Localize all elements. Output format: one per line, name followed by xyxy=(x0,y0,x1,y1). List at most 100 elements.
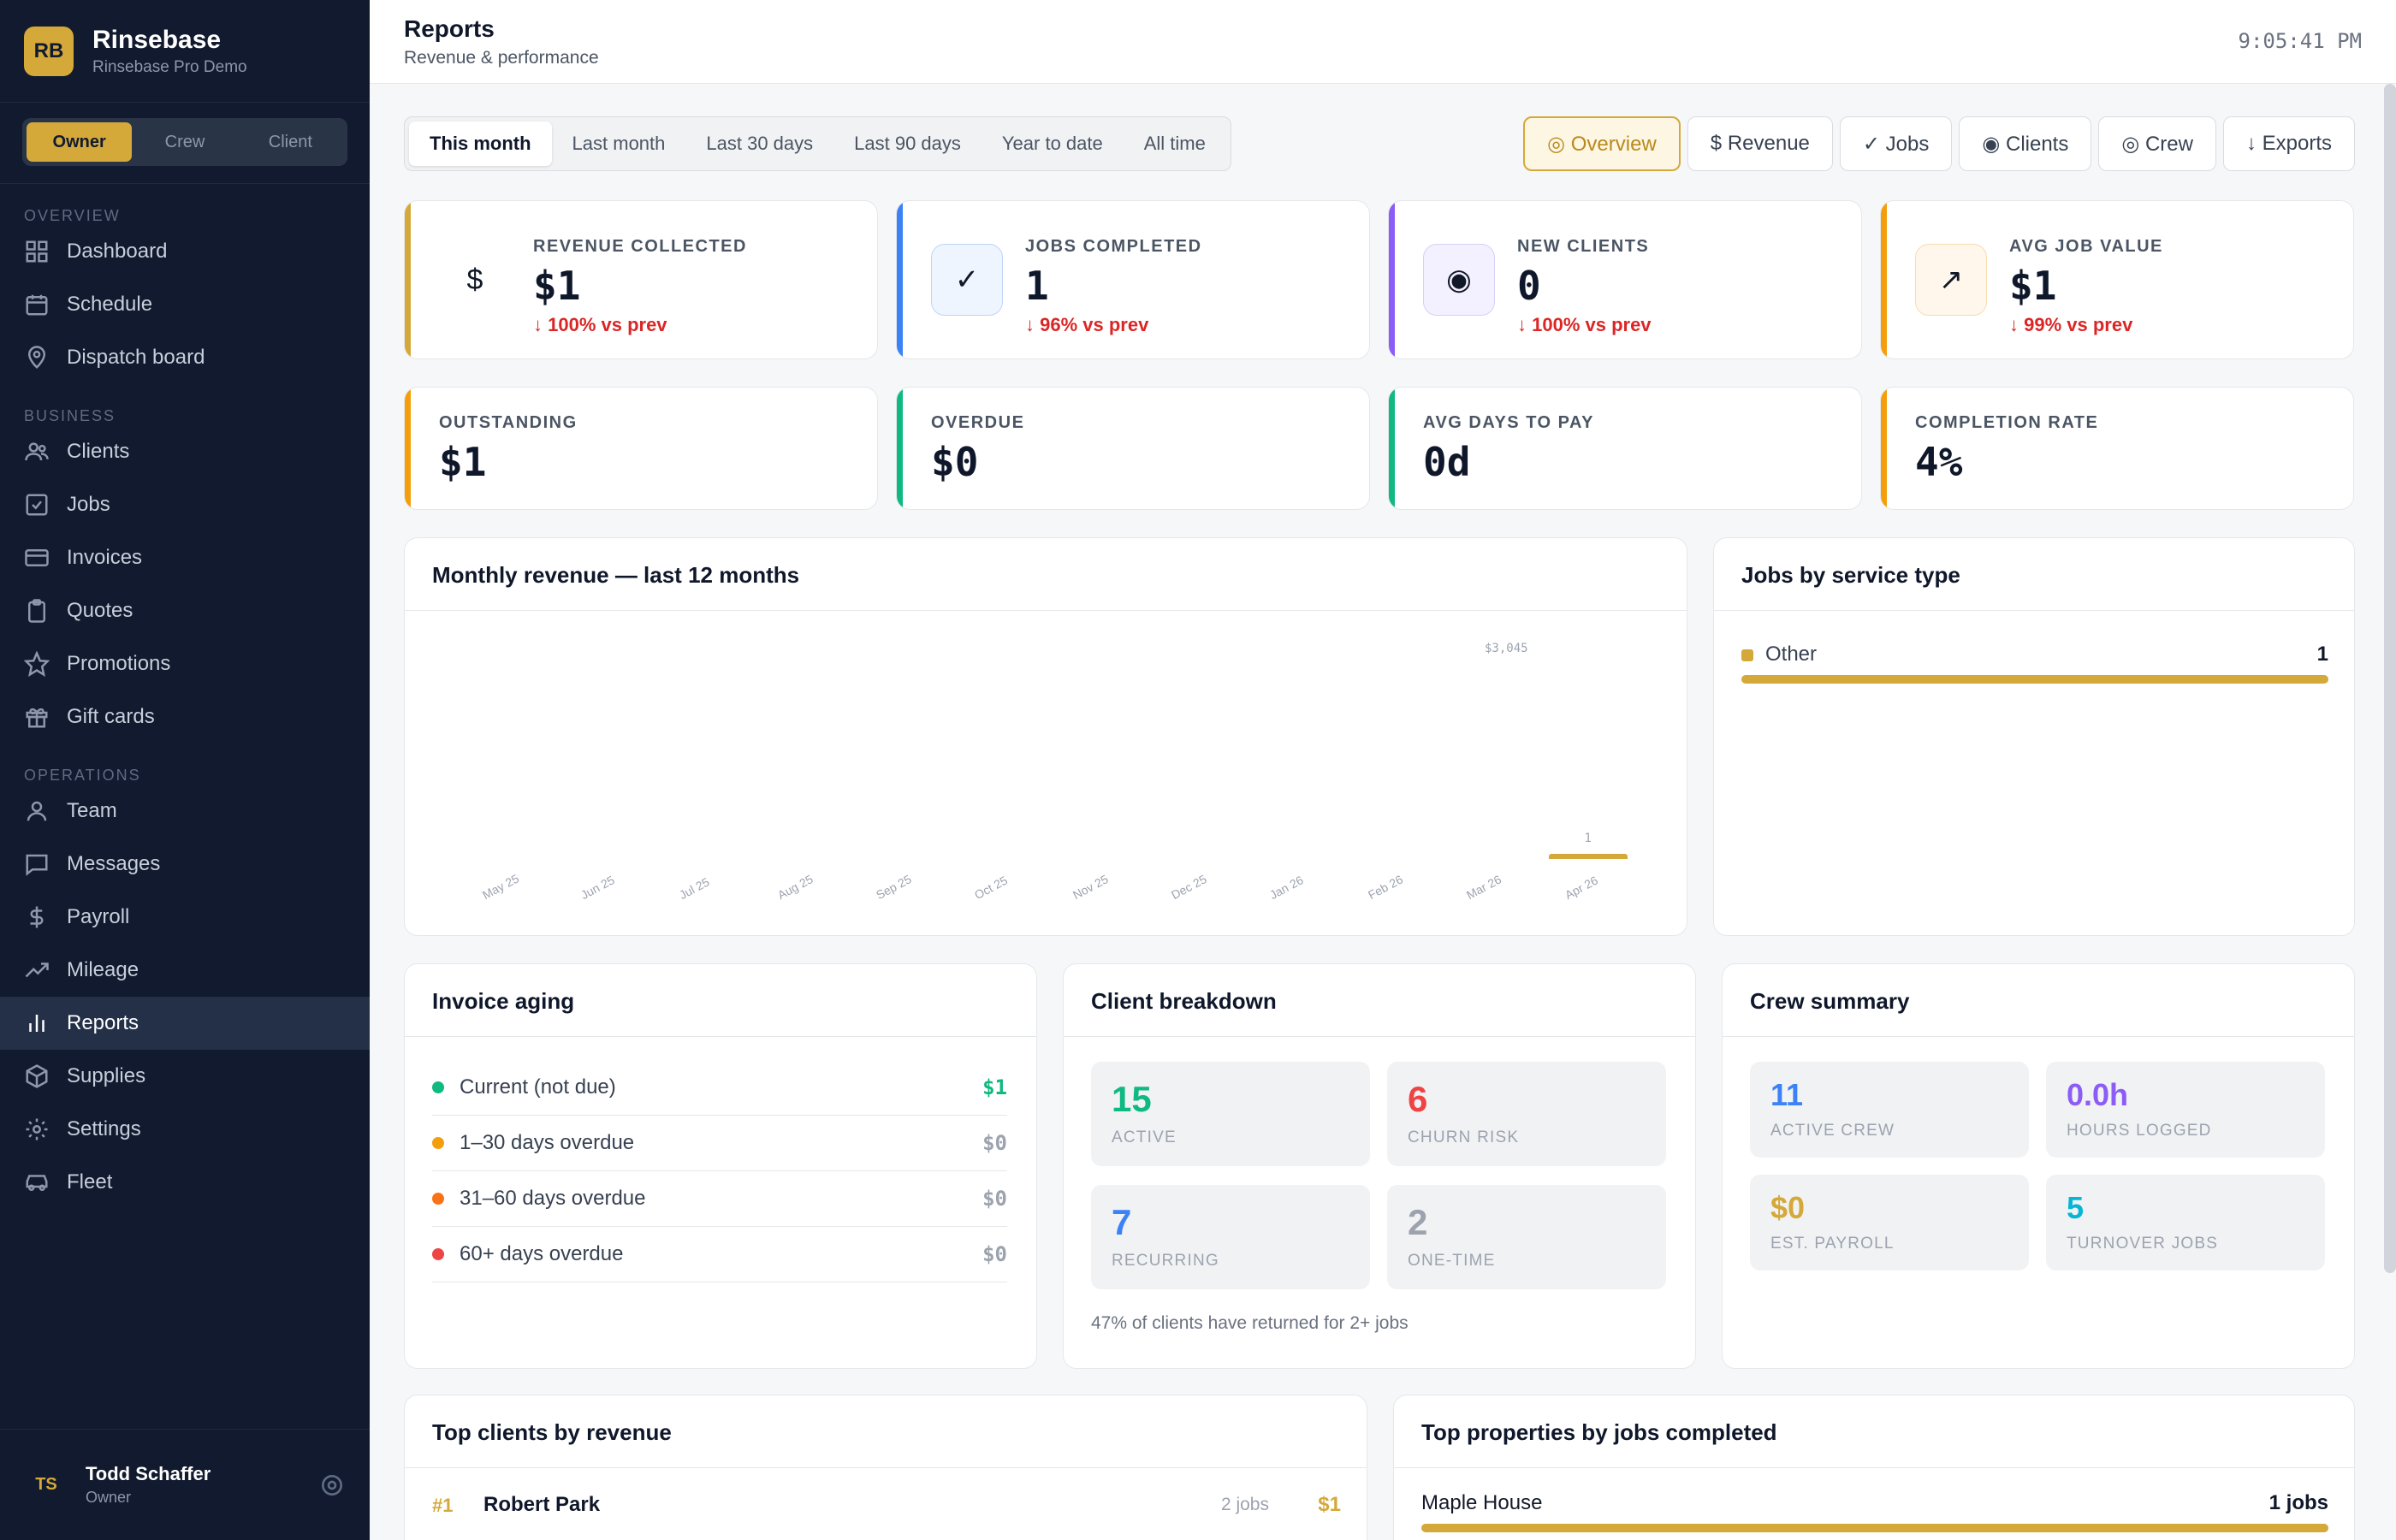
range-year-to-date[interactable]: Year to date xyxy=(1001,133,1103,154)
users-icon xyxy=(25,442,49,461)
tab-overview[interactable]: ◎ Overview xyxy=(1523,116,1681,171)
tab-exports[interactable]: ↓ Exports xyxy=(2222,116,2355,171)
user-settings-gear-icon[interactable] xyxy=(318,1472,346,1499)
sidebar-item-label: Reports xyxy=(67,1011,139,1034)
box-icon xyxy=(26,1064,48,1088)
kpi-card-outstanding: OUTSTANDING $1 xyxy=(404,387,878,510)
range-this-month[interactable]: This month xyxy=(409,121,552,166)
sidebar-item-dashboard[interactable]: Dashboard xyxy=(0,225,370,278)
sidebar-item-quotes[interactable]: Quotes xyxy=(0,584,370,637)
aging-value: $0 xyxy=(982,1242,1007,1266)
avatar: TS xyxy=(35,1475,57,1494)
page-header: Reports Revenue & performance 9:05:41 PM xyxy=(370,0,2396,84)
aging-label: 60+ days overdue xyxy=(460,1242,624,1265)
service-type-row: Other 1 xyxy=(1741,641,2328,692)
role-crew-button[interactable]: Crew xyxy=(164,132,205,151)
kpi-value: $0 xyxy=(931,439,979,485)
sidebar-item-fleet[interactable]: Fleet xyxy=(0,1156,370,1209)
stat-label: TURNOVER JOBS xyxy=(2067,1235,2219,1253)
sidebar-item-gift-cards[interactable]: Gift cards xyxy=(0,690,370,743)
stat-number: 6 xyxy=(1408,1079,1428,1119)
list-item[interactable]: Maple House 1 jobs xyxy=(1421,1490,2328,1540)
tab-clients[interactable]: ◉ Clients xyxy=(1959,116,2092,171)
stat-number: 11 xyxy=(1770,1077,1804,1112)
target-icon: ◉ xyxy=(1423,244,1495,316)
sidebar-item-label: Jobs xyxy=(67,493,110,516)
service-type-bar-track xyxy=(1741,675,2328,684)
aging-value: $0 xyxy=(982,1187,1007,1211)
x-tick-label: Aug 25 xyxy=(774,872,815,903)
tab-revenue[interactable]: $ Revenue xyxy=(1687,116,1833,171)
brand-name: Rinsebase xyxy=(92,25,222,54)
brand-subtitle: Rinsebase Pro Demo xyxy=(92,57,247,76)
dollar-icon: $ xyxy=(439,244,511,316)
property-name: Maple House xyxy=(1421,1491,1543,1514)
property-bar-fill xyxy=(1421,1524,2328,1532)
role-client-button[interactable]: Client xyxy=(268,132,312,151)
stat-tile-churn-risk: 6 CHURN RISK xyxy=(1387,1062,1666,1166)
sidebar-item-supplies[interactable]: Supplies xyxy=(0,1050,370,1103)
service-type-count: 1 xyxy=(2316,643,2328,666)
sidebar-item-label: Quotes xyxy=(67,599,133,622)
kpi-delta: ↓ 96% vs prev xyxy=(1025,314,1149,335)
client-jobs: 2 jobs xyxy=(1220,1495,1269,1514)
range-last-month[interactable]: Last month xyxy=(572,133,666,154)
range-last-90-days[interactable]: Last 90 days xyxy=(854,133,961,154)
sidebar-item-payroll[interactable]: Payroll xyxy=(0,891,370,944)
aging-row: 31–60 days overdue $0 xyxy=(432,1171,1007,1227)
report-view-tabs: ◎ Overview $ Revenue ✓ Jobs ◉ Clients ◎ … xyxy=(1523,116,2355,171)
gear-icon xyxy=(26,1118,48,1140)
stat-label: ACTIVE xyxy=(1112,1128,1177,1146)
sidebar-item-promotions[interactable]: Promotions xyxy=(0,637,370,690)
kpi-card-completion-rate: COMPLETION RATE 4% xyxy=(1880,387,2354,510)
sidebar-item-settings[interactable]: Settings xyxy=(0,1103,370,1156)
tab-jobs[interactable]: ✓ Jobs xyxy=(1839,116,1953,171)
map-pin-icon xyxy=(27,346,46,369)
brand-logo: RB xyxy=(24,26,74,76)
stat-tile-recurring: 7 RECURRING xyxy=(1091,1185,1370,1289)
sidebar-item-clients[interactable]: Clients xyxy=(0,425,370,478)
client-amount: $1 xyxy=(1318,1493,1341,1516)
sidebar-item-mileage[interactable]: Mileage xyxy=(0,944,370,997)
sidebar-item-label: Schedule xyxy=(67,293,153,316)
sidebar-item-label: Settings xyxy=(67,1117,141,1140)
car-icon xyxy=(26,1175,48,1191)
sidebar-item-dispatch-board[interactable]: Dispatch board xyxy=(0,331,370,384)
role-owner-button[interactable]: Owner xyxy=(27,122,133,162)
kpi-label: AVG JOB VALUE xyxy=(2009,237,2163,256)
range-last-30-days[interactable]: Last 30 days xyxy=(706,133,814,154)
sidebar-item-team[interactable]: Team xyxy=(0,785,370,838)
stat-tile-turnover-jobs: 5 TURNOVER JOBS xyxy=(2046,1175,2325,1270)
nav-section-business: BUSINESS xyxy=(24,407,116,424)
sidebar-item-jobs[interactable]: Jobs xyxy=(0,478,370,531)
sidebar-item-invoices[interactable]: Invoices xyxy=(0,531,370,584)
revenue-chart: $3,045 May 25 Jun 25 Jul 25 Aug 25 Sep 25 Oct… xyxy=(405,611,1687,935)
sidebar: RB Rinsebase Rinsebase Pro Demo Owner Cr… xyxy=(0,0,370,1540)
stat-tile-active-crew: 11 ACTIVE CREW xyxy=(1750,1062,2029,1158)
scrollbar[interactable] xyxy=(2384,84,2396,1273)
kpi-label: REVENUE COLLECTED xyxy=(533,237,747,256)
sidebar-item-reports[interactable]: Reports xyxy=(0,997,370,1050)
page-title: Reports xyxy=(404,15,495,42)
kpi-label: JOBS COMPLETED xyxy=(1025,237,1202,256)
date-range-selector: This month Last month Last 30 days Last … xyxy=(404,116,1231,171)
tab-crew[interactable]: ◎ Crew xyxy=(2098,116,2216,171)
nav-section-operations: OPERATIONS xyxy=(24,767,141,784)
stat-tile-active: 15 ACTIVE xyxy=(1091,1062,1370,1166)
main-content: This month Last month Last 30 days Last … xyxy=(370,84,2396,1540)
chart-max-label: $3,045 xyxy=(1485,642,1528,655)
current-user[interactable]: TS Todd Schaffer Owner xyxy=(0,1429,370,1540)
sidebar-item-schedule[interactable]: Schedule xyxy=(0,278,370,331)
stat-number: 2 xyxy=(1408,1202,1428,1242)
sidebar-item-label: Dashboard xyxy=(67,240,168,263)
stat-number: 5 xyxy=(2067,1190,2085,1225)
table-row[interactable]: #1 Robert Park 2 jobs $1 xyxy=(432,1491,1341,1525)
property-jobs: 1 jobs xyxy=(2268,1491,2328,1514)
status-dot xyxy=(432,1193,444,1205)
sidebar-item-messages[interactable]: Messages xyxy=(0,838,370,891)
revenue-bar[interactable] xyxy=(1548,854,1628,859)
range-all-time[interactable]: All time xyxy=(1143,133,1206,154)
x-tick-label: Nov 25 xyxy=(1070,872,1111,903)
crew-summary-card: Crew summary 11 ACTIVE CREW 0.0h HOURS L… xyxy=(1722,963,2355,1369)
card-title: Crew summary xyxy=(1750,988,1910,1014)
